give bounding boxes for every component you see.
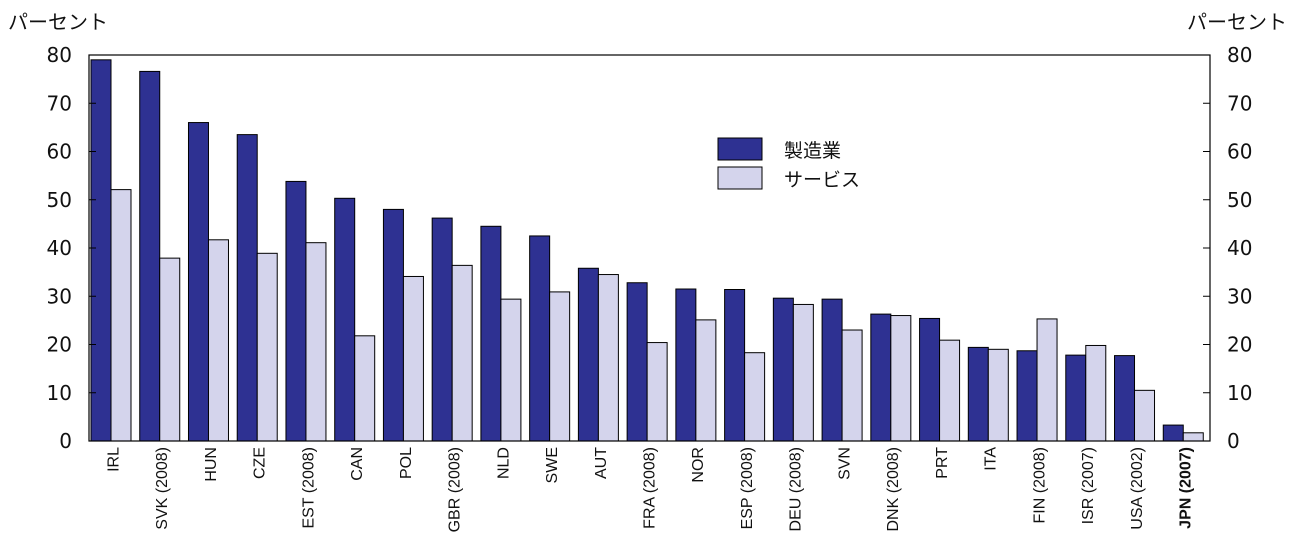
bar-services-11 xyxy=(646,342,668,442)
category-label-4: EST (2008) xyxy=(300,447,317,529)
left-tick-label-3: 30 xyxy=(47,284,72,308)
bar-manufacturing-15 xyxy=(821,298,843,442)
bar-manufacturing-19 xyxy=(1016,350,1038,442)
category-label-15: SVN xyxy=(836,447,853,480)
bar-manufacturing-13 xyxy=(724,289,746,442)
right-tick-label-0: 0 xyxy=(1227,429,1240,453)
right-tick-label-6: 60 xyxy=(1227,140,1252,164)
right-tick-label-5: 50 xyxy=(1227,188,1252,212)
category-label-10: AUT xyxy=(593,447,610,479)
bar-manufacturing-6 xyxy=(382,208,404,442)
left-tick-label-6: 60 xyxy=(47,140,72,164)
category-label-7: GBR (2008) xyxy=(447,447,464,532)
bar-manufacturing-20 xyxy=(1065,354,1087,442)
legend-label-services: サービス xyxy=(784,169,860,191)
bar-services-3 xyxy=(256,252,278,442)
category-label-13: ESP (2008) xyxy=(739,447,756,529)
category-label-5: CAN xyxy=(349,447,366,481)
bar-manufacturing-16 xyxy=(870,313,892,442)
category-labels-group: IRL SVK (2008) HUN CZE EST (2008) CAN POL GBR (… xyxy=(105,447,1194,533)
left-tick-label-5: 50 xyxy=(47,188,72,212)
left-tick-label-0: 0 xyxy=(59,429,72,453)
category-label-21: USA (2002) xyxy=(1129,447,1146,530)
bar-services-15 xyxy=(841,329,863,442)
bar-services-7 xyxy=(451,264,473,442)
bar-manufacturing-3 xyxy=(236,134,258,442)
left-tick-label-1: 10 xyxy=(47,381,72,405)
bar-manufacturing-7 xyxy=(431,217,453,442)
bar-manufacturing-17 xyxy=(919,317,941,442)
category-label-22: JPN (2007) xyxy=(1178,447,1195,529)
category-label-16: DNK (2008) xyxy=(885,447,902,531)
right-tick-label-2: 20 xyxy=(1227,333,1252,357)
bar-services-4 xyxy=(305,242,327,442)
right-tick-label-4: 40 xyxy=(1227,236,1252,260)
bar-manufacturing-0 xyxy=(90,59,112,442)
category-label-19: FIN (2008) xyxy=(1031,447,1048,523)
category-label-1: SVK (2008) xyxy=(154,447,171,530)
bar-services-12 xyxy=(695,319,717,442)
bar-services-19 xyxy=(1036,318,1058,442)
bar-services-9 xyxy=(549,291,571,442)
bar-services-1 xyxy=(159,257,181,442)
bar-services-14 xyxy=(792,303,814,442)
bar-manufacturing-21 xyxy=(1114,355,1136,442)
category-label-18: ITA xyxy=(983,447,1000,471)
bar-services-8 xyxy=(500,298,522,442)
bar-manufacturing-22 xyxy=(1162,424,1184,442)
bar-services-18 xyxy=(987,348,1009,442)
bar-services-10 xyxy=(597,274,619,442)
bar-manufacturing-12 xyxy=(675,288,697,442)
left-tick-label-7: 70 xyxy=(47,91,72,115)
right-tick-label-1: 10 xyxy=(1227,381,1252,405)
right-tick-label-3: 30 xyxy=(1227,284,1252,308)
left-axis-unit: パーセント xyxy=(8,10,108,34)
bar-manufacturing-1 xyxy=(139,70,161,442)
category-label-6: POL xyxy=(398,447,415,479)
right-tick-label-8: 80 xyxy=(1227,43,1252,67)
bar-services-2 xyxy=(207,239,229,442)
category-label-3: CZE xyxy=(252,447,269,479)
bar-services-0 xyxy=(110,189,132,442)
bar-manufacturing-10 xyxy=(577,267,599,442)
legend-swatch-manufacturing xyxy=(717,137,763,161)
category-label-17: PRT xyxy=(934,447,951,479)
category-label-2: HUN xyxy=(203,447,220,482)
bar-manufacturing-4 xyxy=(285,180,307,442)
bar-manufacturing-2 xyxy=(187,122,209,442)
category-label-14: DEU (2008) xyxy=(788,447,805,531)
bar-manufacturing-11 xyxy=(626,282,648,442)
bar-services-22 xyxy=(1182,432,1204,442)
bar-manufacturing-5 xyxy=(334,197,356,442)
right-axis-unit: パーセント xyxy=(1187,10,1287,34)
bar-services-21 xyxy=(1134,389,1156,442)
category-label-11: FRA (2008) xyxy=(642,447,659,529)
category-label-8: NLD xyxy=(495,447,512,479)
legend-label-manufacturing: 製造業 xyxy=(784,140,841,162)
left-tick-label-4: 40 xyxy=(47,236,72,260)
bar-manufacturing-8 xyxy=(480,225,502,442)
category-label-20: ISR (2007) xyxy=(1080,447,1097,524)
left-tick-label-2: 20 xyxy=(47,333,72,357)
legend-swatch-services xyxy=(717,166,763,190)
bar-services-17 xyxy=(939,339,961,442)
bar-services-16 xyxy=(890,315,912,442)
left-tick-label-8: 80 xyxy=(47,43,72,67)
bars-group xyxy=(90,59,1204,442)
right-tick-label-7: 70 xyxy=(1227,91,1252,115)
category-label-9: SWE xyxy=(544,447,561,483)
category-label-12: NOR xyxy=(690,447,707,483)
bar-services-6 xyxy=(402,275,424,442)
bar-services-13 xyxy=(744,352,766,442)
bar-manufacturing-14 xyxy=(772,297,794,442)
bar-manufacturing-18 xyxy=(967,346,989,442)
category-label-0: IRL xyxy=(105,447,122,472)
bar-manufacturing-9 xyxy=(529,235,551,442)
bar-services-5 xyxy=(354,335,376,442)
bar-services-20 xyxy=(1085,344,1107,442)
axis-ticks-group: 0 0 10 10 20 20 30 30 40 40 50 50 60 60 70 70 80 80 xyxy=(47,43,1253,453)
